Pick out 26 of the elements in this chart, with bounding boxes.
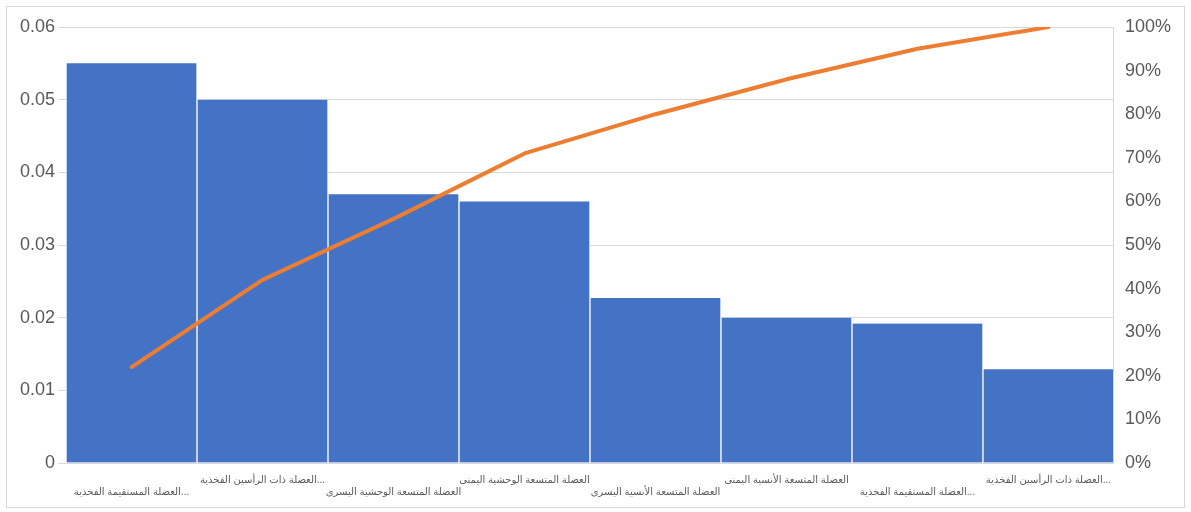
y2-tick-label: 90%: [1124, 59, 1161, 80]
y2-tick-label: 0%: [1124, 451, 1151, 472]
y-tick-label: 0.01: [19, 379, 56, 400]
y2-tick-label: 40%: [1124, 277, 1161, 298]
y-tick-label: 0.02: [19, 306, 56, 327]
y2-tick-label: 30%: [1124, 321, 1161, 342]
x-tick-label: العضلة المستقيمة الفخذية...: [859, 485, 976, 497]
x-tick-label: العضلة المتسعة الأنسية اليمنى: [724, 472, 849, 485]
x-tick-label: العضلة المتسعة الوحشية اليمنى: [459, 473, 590, 485]
x-tick-label: العضلة ذات الرأسين الفخذية...: [199, 472, 326, 485]
x-tick-label: العضلة ذات الرأسين الفخذية...: [985, 472, 1112, 485]
y2-tick-label: 70%: [1124, 146, 1161, 167]
y2-tick-label: 80%: [1124, 103, 1161, 124]
y-tick-label: 0: [45, 451, 56, 472]
y-tick-label: 0.03: [19, 233, 56, 254]
x-tick-label: العضلة المتسعة الوحشية اليسرى: [325, 485, 462, 497]
y-tick-label: 0.06: [19, 15, 56, 36]
y-tick-label: 0.05: [19, 88, 56, 109]
y-tick-label: 0.04: [19, 161, 56, 182]
y2-tick-label: 10%: [1124, 408, 1161, 429]
y2-tick-label: 50%: [1124, 233, 1161, 254]
x-tick-label: العضلة المستقيمة الفخذية...: [73, 485, 190, 497]
y2-tick-label: 100%: [1124, 15, 1172, 36]
y2-tick-label: 60%: [1124, 190, 1161, 211]
x-tick-label: العضلة المتسعة الأنسية اليسرى: [590, 484, 721, 497]
y2-tick-label: 20%: [1124, 364, 1161, 385]
